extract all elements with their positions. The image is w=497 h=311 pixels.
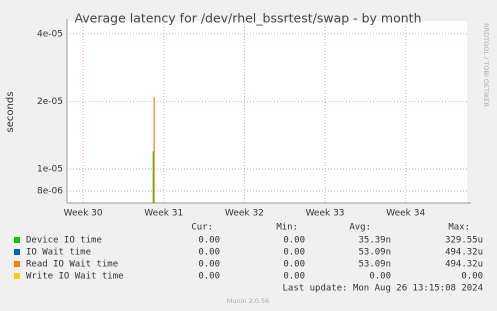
legend-header: Max: [448, 223, 470, 233]
legend-value: 329.55u [445, 236, 483, 246]
legend-value: 0.00 [198, 260, 220, 270]
y-tick-label: 1e-05 [37, 165, 63, 175]
legend-value: 53.09n [358, 248, 391, 258]
last-update: Last update: Mon Aug 26 13:15:08 2024 [283, 284, 483, 294]
legend-swatch [14, 237, 20, 243]
plot-area [67, 21, 467, 203]
legend-value: 494.32u [445, 248, 483, 258]
footer: Munin 2.0.56 [227, 297, 270, 305]
y-tick-label: 8e-06 [37, 186, 63, 196]
legend-value: 0.00 [461, 272, 483, 282]
legend-value: 0.00 [283, 248, 305, 258]
legend-swatch [14, 261, 20, 267]
legend-value: 0.00 [198, 272, 220, 282]
watermark: RRDTOOL / TOBI OETIKER [482, 23, 490, 107]
legend-label: IO Wait time [26, 248, 91, 258]
x-tick-label: Week 33 [306, 209, 345, 219]
legend-value: 0.00 [283, 260, 305, 270]
y-axis-label: seconds [5, 92, 16, 133]
x-tick-label: Week 32 [225, 209, 264, 219]
legend-label: Write IO Wait time [26, 272, 124, 282]
legend-value: 494.32u [445, 260, 483, 270]
legend-swatch [14, 273, 20, 279]
legend-value: 0.00 [283, 236, 305, 246]
legend-label: Device IO time [26, 236, 102, 246]
y-tick-label: 4e-05 [37, 29, 63, 39]
legend-swatch [14, 249, 20, 255]
legend-value: 0.00 [369, 272, 391, 282]
legend-value: 53.09n [358, 260, 391, 270]
y-tick-label: 2e-05 [37, 97, 63, 107]
chart-title: Average latency for /dev/rhel_bssrtest/s… [74, 11, 421, 26]
x-tick-label: Week 34 [386, 209, 425, 219]
legend-header: Avg: [349, 223, 371, 233]
x-tick-label: Week 30 [64, 209, 103, 219]
legend-header: Cur: [191, 223, 213, 233]
legend-header: Min: [276, 223, 298, 233]
x-tick-label: Week 31 [144, 209, 183, 219]
legend-value: 0.00 [283, 272, 305, 282]
legend-label: Read IO Wait time [26, 260, 118, 270]
legend-value: 0.00 [198, 236, 220, 246]
legend-value: 35.39n [358, 236, 391, 246]
legend-value: 0.00 [198, 248, 220, 258]
